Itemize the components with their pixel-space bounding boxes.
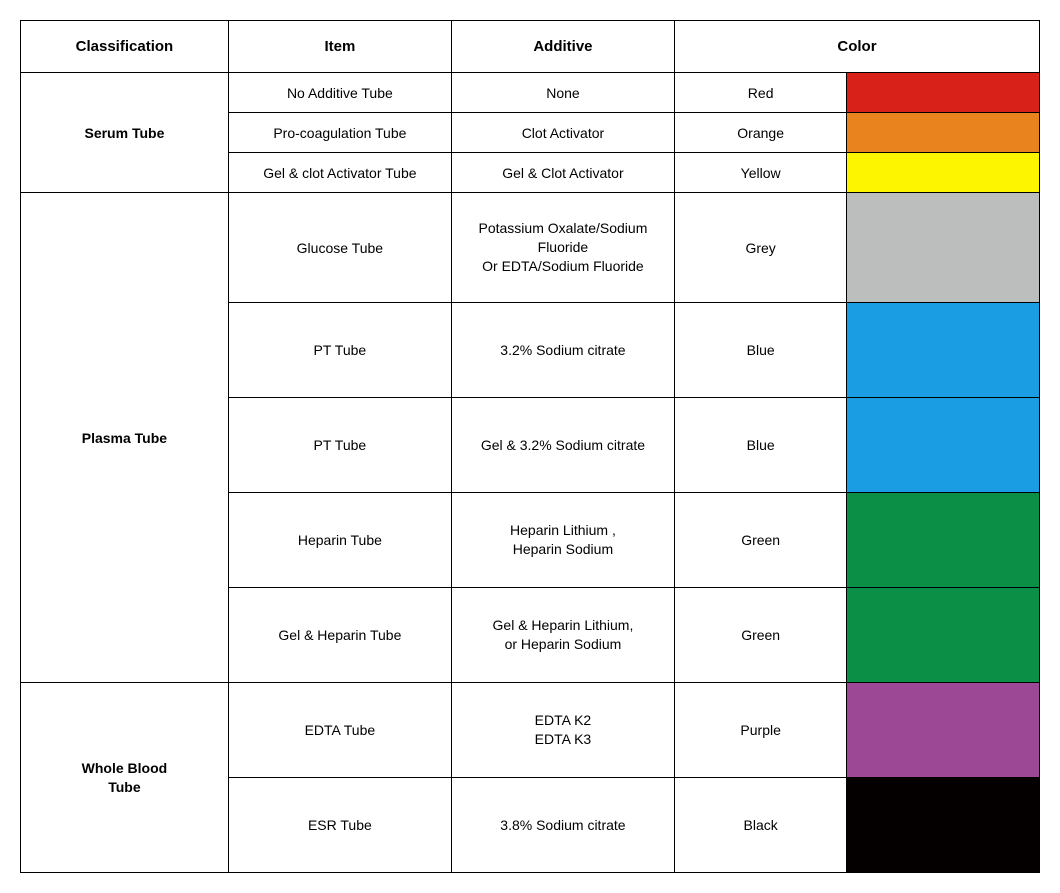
additive-cell: EDTA K2EDTA K3	[451, 683, 674, 778]
item-cell: Gel & clot Activator Tube	[228, 153, 451, 193]
additive-cell: Gel & Heparin Lithium,or Heparin Sodium	[451, 588, 674, 683]
color-name-cell: Yellow	[674, 153, 846, 193]
color-swatch-blue	[847, 398, 1040, 493]
color-swatch-grey	[847, 193, 1040, 303]
header-classification: Classification	[21, 21, 229, 73]
item-cell: Heparin Tube	[228, 493, 451, 588]
additive-cell: Potassium Oxalate/Sodium FluorideOr EDTA…	[451, 193, 674, 303]
color-swatch-purple	[847, 683, 1040, 778]
header-item: Item	[228, 21, 451, 73]
table-row: Whole BloodTube EDTA Tube EDTA K2EDTA K3…	[21, 683, 1040, 778]
color-swatch-green	[847, 588, 1040, 683]
classification-plasma: Plasma Tube	[21, 193, 229, 683]
item-cell: Glucose Tube	[228, 193, 451, 303]
additive-cell: None	[451, 73, 674, 113]
additive-cell: 3.8% Sodium citrate	[451, 778, 674, 873]
classification-serum: Serum Tube	[21, 73, 229, 193]
color-name-cell: Blue	[674, 398, 846, 493]
color-name-cell: Orange	[674, 113, 846, 153]
header-additive: Additive	[451, 21, 674, 73]
additive-cell: 3.2% Sodium citrate	[451, 303, 674, 398]
color-name-cell: Blue	[674, 303, 846, 398]
additive-cell: Gel & Clot Activator	[451, 153, 674, 193]
item-cell: Pro-coagulation Tube	[228, 113, 451, 153]
tube-classification-table-container: Classification Item Additive Color Serum…	[20, 20, 1040, 873]
color-name-cell: Purple	[674, 683, 846, 778]
color-name-cell: Black	[674, 778, 846, 873]
color-swatch-red	[847, 73, 1040, 113]
table-row: Serum Tube No Additive Tube None Red	[21, 73, 1040, 113]
color-swatch-green	[847, 493, 1040, 588]
item-cell: No Additive Tube	[228, 73, 451, 113]
item-cell: PT Tube	[228, 303, 451, 398]
color-swatch-yellow	[847, 153, 1040, 193]
color-name-cell: Red	[674, 73, 846, 113]
table-body: Serum Tube No Additive Tube None Red Pro…	[21, 73, 1040, 873]
item-cell: Gel & Heparin Tube	[228, 588, 451, 683]
item-cell: EDTA Tube	[228, 683, 451, 778]
item-cell: PT Tube	[228, 398, 451, 493]
color-name-cell: Green	[674, 493, 846, 588]
item-cell: ESR Tube	[228, 778, 451, 873]
tube-classification-table: Classification Item Additive Color Serum…	[20, 20, 1040, 873]
color-name-cell: Grey	[674, 193, 846, 303]
additive-cell: Gel & 3.2% Sodium citrate	[451, 398, 674, 493]
header-row: Classification Item Additive Color	[21, 21, 1040, 73]
additive-cell: Heparin Lithium ,Heparin Sodium	[451, 493, 674, 588]
classification-whole-blood: Whole BloodTube	[21, 683, 229, 873]
color-swatch-black	[847, 778, 1040, 873]
color-name-cell: Green	[674, 588, 846, 683]
color-swatch-blue	[847, 303, 1040, 398]
color-swatch-orange	[847, 113, 1040, 153]
header-color: Color	[674, 21, 1039, 73]
table-row: Plasma Tube Glucose Tube Potassium Oxala…	[21, 193, 1040, 303]
additive-cell: Clot Activator	[451, 113, 674, 153]
